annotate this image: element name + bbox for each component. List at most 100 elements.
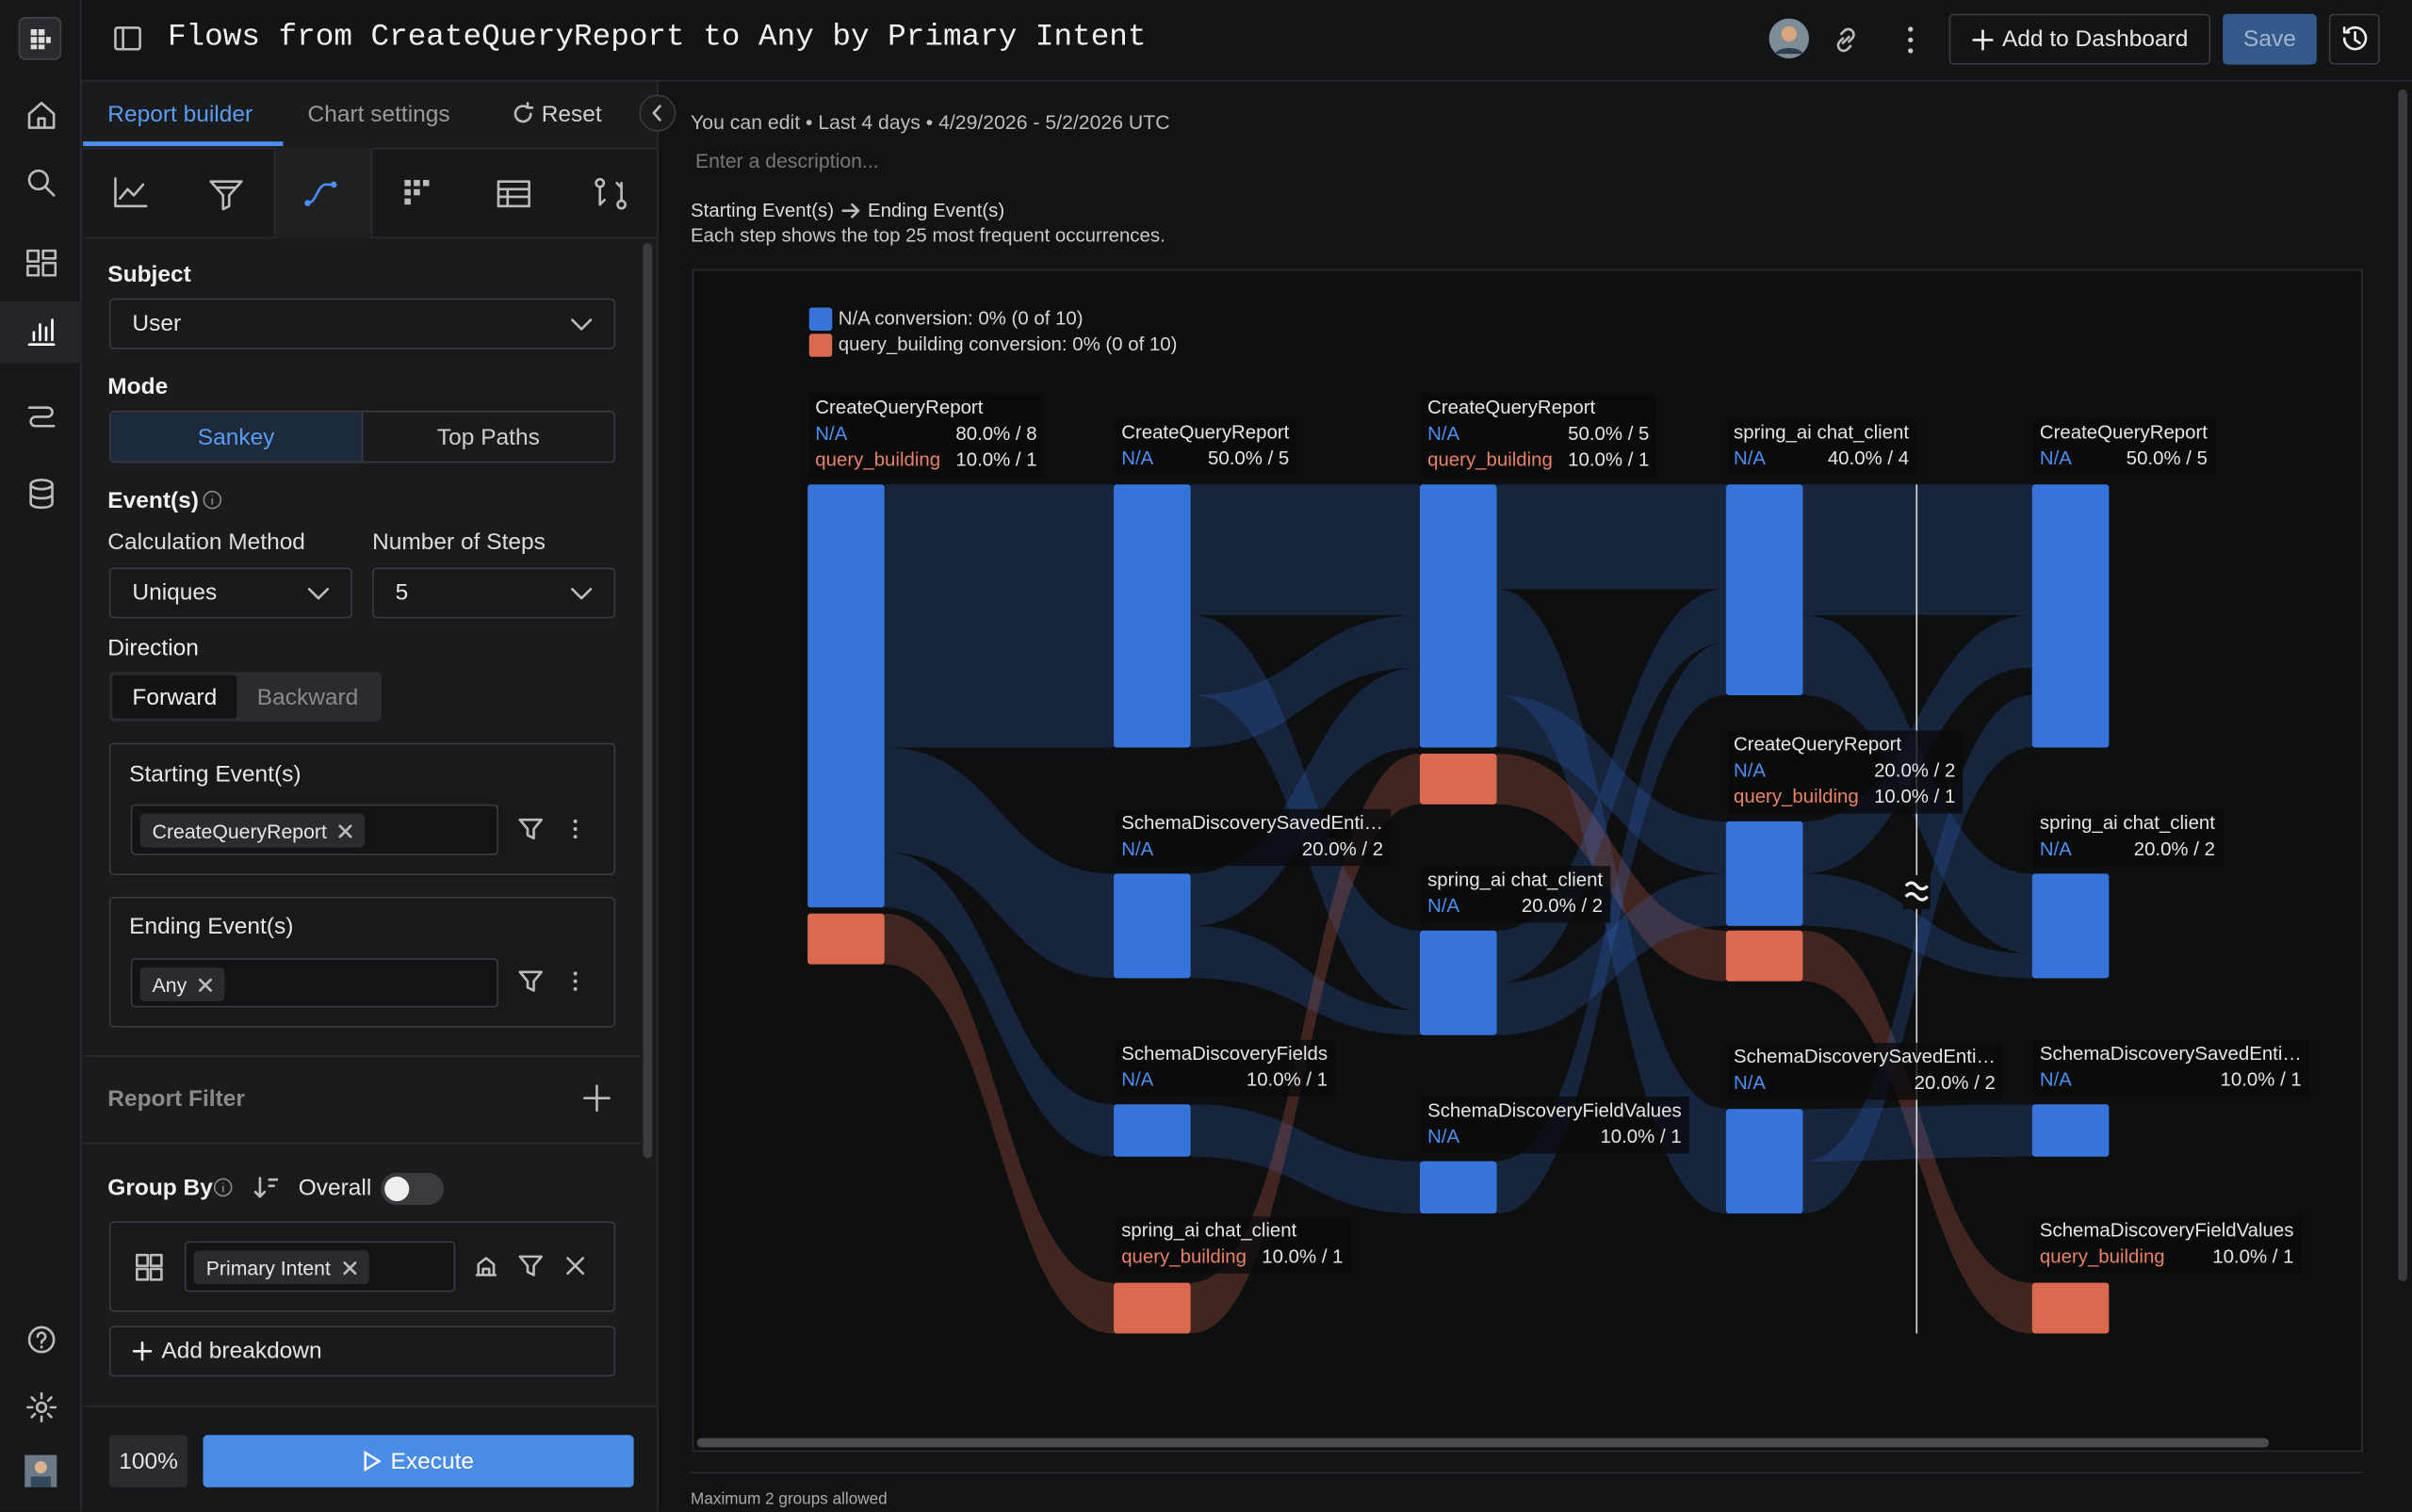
sidebar-toggle[interactable]	[112, 23, 143, 54]
chevron	[571, 317, 593, 330]
save-button[interactable]: Save	[2223, 13, 2317, 65]
chart-type-table[interactable]	[496, 175, 532, 212]
filter-icon[interactable]	[518, 1254, 543, 1278]
node-row: N/A 20.0% / 2	[1427, 894, 1603, 920]
kebab-icon[interactable]	[567, 817, 582, 841]
node-group: N/A	[1733, 1071, 1767, 1094]
chart-type-flows[interactable]	[303, 175, 340, 212]
tab-report-builder[interactable]: Report builder	[107, 101, 253, 128]
subject-value: User	[132, 310, 182, 337]
event-chip: CreateQueryReport	[139, 813, 366, 848]
node-group: N/A	[2039, 1068, 2072, 1091]
steps-dropdown[interactable]: 5	[372, 567, 616, 619]
remove-group[interactable]	[564, 1255, 586, 1276]
page-scrollbar[interactable]	[2398, 89, 2408, 1281]
overall-toggle[interactable]	[380, 1172, 445, 1206]
settings-icon[interactable]	[24, 1390, 58, 1424]
add-to-dashboard-button[interactable]: Add to Dashboard	[1948, 13, 2211, 65]
flow-note: Each step shows the top 25 most frequent…	[691, 224, 1165, 247]
events-label: Event(s)	[107, 487, 199, 514]
filter-icon[interactable]	[518, 969, 543, 994]
description-input[interactable]: Enter a description...	[694, 149, 879, 172]
add-filter[interactable]	[583, 1084, 611, 1113]
node-row: N/A 10.0% / 1	[2040, 1067, 2302, 1094]
chip-remove[interactable]	[199, 977, 213, 992]
history-button[interactable]	[2328, 13, 2380, 65]
copy-link[interactable]	[1828, 22, 1865, 58]
flow-link	[1190, 925, 1420, 1035]
calc-dropdown[interactable]: Uniques	[108, 567, 352, 619]
flow-link	[884, 852, 1115, 1157]
node-name: SchemaDiscoveryFieldValues	[2039, 1219, 2294, 1242]
kebab-icon[interactable]	[567, 969, 582, 994]
data-icon[interactable]	[24, 477, 58, 511]
reports-icon[interactable]	[24, 316, 58, 350]
mode-sankey[interactable]: Sankey	[110, 412, 364, 462]
node-bar	[1419, 1161, 1497, 1214]
add-breakdown-button[interactable]: Add breakdown	[108, 1325, 616, 1377]
node-group: N/A	[1427, 1126, 1460, 1147]
flows-icon[interactable]	[24, 397, 58, 431]
panel-scrollbar[interactable]	[643, 242, 653, 1159]
chip-remove[interactable]	[339, 823, 353, 837]
node-bar	[1419, 484, 1497, 748]
node-row: N/A 20.0% / 2	[1734, 758, 1955, 785]
mode-top-paths[interactable]: Top Paths	[436, 423, 540, 450]
chart-type-retention[interactable]	[399, 175, 436, 212]
execute-button[interactable]: Execute	[203, 1435, 634, 1488]
flow-link	[1496, 873, 1726, 1035]
node-bar	[1419, 930, 1497, 1035]
node-label: spring_ai chat_client N/A 40.0% / 4	[1727, 418, 1917, 476]
tab-chart-settings[interactable]: Chart settings	[307, 101, 450, 128]
filter-icon[interactable]	[518, 817, 543, 841]
zoom-level[interactable]: 100%	[108, 1435, 188, 1488]
button-label: Add to Dashboard	[2001, 25, 2189, 53]
info-icon[interactable]	[212, 1177, 234, 1198]
help-icon[interactable]	[24, 1323, 58, 1357]
node-stat: 20.0% / 2	[1914, 1071, 1996, 1094]
app-logo[interactable]	[18, 16, 62, 60]
bucket-icon[interactable]	[474, 1254, 498, 1278]
gap-marker-bg	[1902, 874, 1931, 909]
subject-dropdown[interactable]: User	[108, 298, 616, 350]
chip-remove[interactable]	[343, 1260, 357, 1275]
node-bar	[1725, 484, 1803, 695]
info-icon[interactable]	[202, 489, 223, 511]
dashboards-icon[interactable]	[24, 246, 58, 280]
owner-avatar[interactable]	[1768, 18, 1809, 59]
node-stat: 10.0% / 1	[2220, 1068, 2302, 1091]
home-icon[interactable]	[24, 98, 58, 132]
collapse-panel[interactable]	[639, 94, 677, 133]
direction-forward[interactable]: Forward	[112, 675, 237, 719]
node-stat: 10.0% / 1	[1262, 1245, 1344, 1268]
node-label: CreateQueryReport N/A 50.0% / 5	[2033, 418, 2216, 476]
starting-input[interactable]: CreateQueryReport	[130, 804, 498, 855]
node-group: N/A	[1121, 837, 1154, 860]
node-row: query_building 10.0% / 1	[1427, 447, 1649, 474]
chart-type-funnel[interactable]	[207, 175, 244, 212]
button-label: Add breakdown	[161, 1338, 322, 1365]
reset-button[interactable]: Reset	[541, 101, 602, 128]
play-icon	[364, 1450, 382, 1472]
ending-input[interactable]: Any	[130, 958, 498, 1008]
chart-hscroll[interactable]	[696, 1438, 2270, 1448]
user-avatar[interactable]	[24, 1455, 57, 1488]
group-by-label: Group By	[107, 1175, 213, 1202]
node-stat: 20.0% / 2	[1874, 759, 1956, 782]
group-input[interactable]: Primary Intent	[184, 1241, 456, 1293]
chart-type-paths[interactable]	[593, 175, 629, 212]
node-row: N/A 20.0% / 2	[1734, 1070, 1996, 1097]
search-icon[interactable]	[24, 166, 58, 200]
chip-label: Primary Intent	[205, 1256, 331, 1279]
node-label: spring_ai chat_client N/A 20.0% / 2	[1421, 866, 1611, 923]
chart-type-line[interactable]	[112, 175, 149, 212]
legend-swatch	[808, 333, 833, 357]
direction-backward[interactable]: Backward	[256, 683, 359, 710]
sort-icon[interactable]	[253, 1175, 279, 1199]
node-group: N/A	[2039, 837, 2072, 860]
divider	[83, 1054, 642, 1057]
calc-value: Uniques	[132, 579, 218, 607]
more-menu[interactable]	[1895, 22, 1926, 58]
